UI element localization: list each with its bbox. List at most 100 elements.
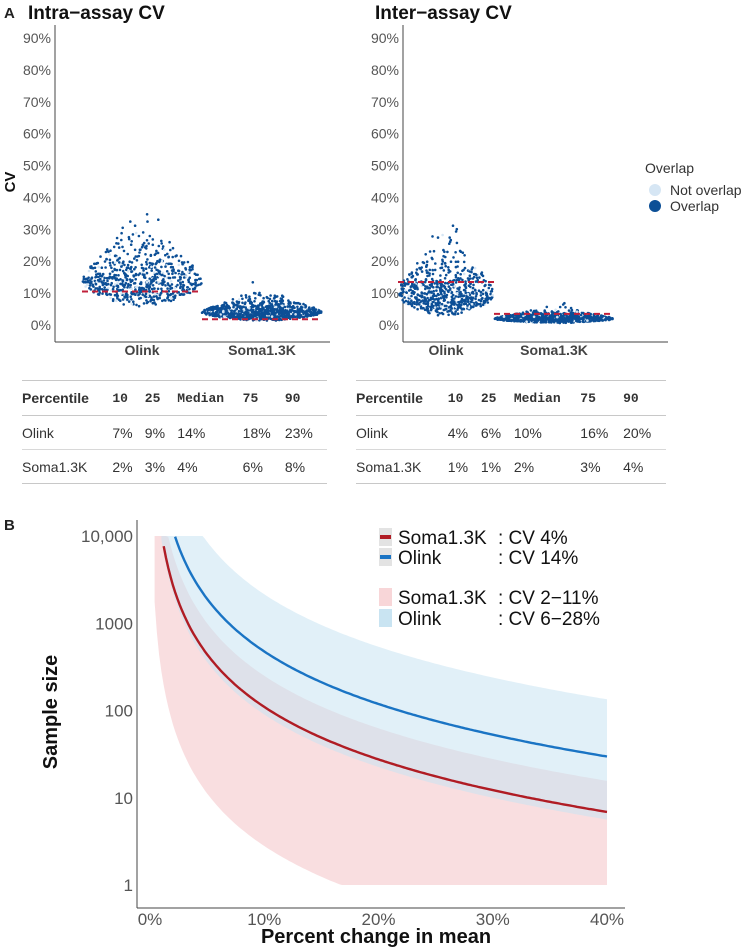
x-tick-label: Soma1.3K [520,342,588,358]
data-point [551,314,555,317]
data-point [140,263,143,267]
data-point [550,311,554,314]
data-point [113,293,117,297]
data-point [148,266,151,269]
data-point [107,250,110,254]
data-point [160,259,164,263]
data-point [421,295,424,299]
data-point [474,280,478,283]
data-point [571,319,574,322]
data-point [160,265,163,269]
data-point [267,299,271,303]
data-point [120,231,123,235]
data-point [477,289,481,293]
x-tick-label: 20% [361,910,395,929]
data-point [172,268,175,271]
data-point [193,286,197,290]
data-point [173,296,177,300]
data-point [471,266,474,269]
data-point [309,310,313,314]
table-header-cell: Median [177,380,243,416]
data-point [90,265,93,268]
data-point [134,293,137,297]
data-point [421,299,425,302]
data-point [462,260,466,264]
data-point [157,274,161,278]
olink-sample-size-line [173,536,608,758]
data-point [87,276,90,280]
data-point [113,261,117,265]
data-point [173,286,177,290]
data-point [193,272,197,276]
data-point [145,263,149,266]
data-point [164,253,167,257]
data-point [142,241,146,245]
data-point [169,292,173,296]
data-point [123,283,127,287]
data-point [188,268,191,272]
data-point [164,299,167,302]
data-point [432,289,436,293]
data-point [420,292,424,295]
data-point [297,312,300,315]
legend-overlap-label: Overlap [670,198,719,214]
data-point [154,303,157,306]
data-point [286,310,290,314]
data-point [407,289,411,292]
data-point [477,302,480,306]
data-point [138,292,141,296]
data-point [282,311,286,315]
data-point [116,294,119,298]
y-tick-label: 40% [371,189,399,205]
data-point [156,297,159,301]
data-point [253,300,256,303]
data-point [453,300,456,303]
data-point [121,279,124,282]
data-point [502,315,506,318]
data-point [230,314,233,318]
data-point [126,286,129,289]
data-point [241,297,244,301]
data-point [516,314,519,318]
y-tick-label: 60% [371,126,399,142]
data-point [130,292,133,295]
data-point [151,238,155,241]
data-point [443,292,446,295]
data-point [578,320,582,324]
data-point [604,317,608,321]
data-point [607,318,611,322]
data-point [146,220,149,223]
data-point [418,294,422,298]
data-point [179,285,182,288]
data-point [308,308,312,312]
data-point [274,301,278,305]
data-point [433,282,437,285]
data-point [95,261,99,265]
data-point [479,302,482,306]
data-point [447,313,450,317]
data-point [455,241,459,245]
data-point [301,315,305,319]
data-point [454,230,458,233]
data-point [99,277,102,281]
data-point [169,299,173,303]
data-point [161,273,164,277]
data-point [533,319,537,323]
data-point [416,293,420,297]
data-point [151,278,154,282]
data-point [233,311,236,315]
data-point [123,271,126,275]
data-point [426,304,430,308]
data-point [448,242,451,245]
data-point [262,311,265,315]
data-point [431,257,434,261]
data-point [558,316,562,320]
data-point [158,258,162,262]
data-point [142,276,146,279]
data-point [174,294,177,298]
data-point [472,275,476,279]
panel-label-a: A [4,5,15,22]
data-point [209,306,213,310]
data-point [413,306,416,309]
data-point [453,313,457,316]
